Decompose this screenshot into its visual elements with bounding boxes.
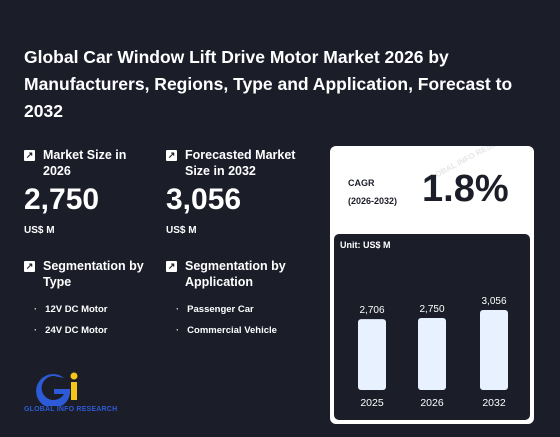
bar-chart: 2,706 2025 2,750 2026 3,056 2032 [358, 296, 508, 409]
value-label: 2,706 [359, 305, 384, 316]
list-item: · 24V DC Motor [34, 325, 108, 336]
segmentation-type-block: ↗ Segmentation by Type · 12V DC Motor · 24… [24, 258, 154, 346]
bar-2025 [358, 319, 386, 390]
x-tick-label: 2026 [420, 397, 444, 409]
forecast-unit: US$ M [166, 225, 197, 236]
market-size-label: Market Size in 2026 [43, 148, 127, 178]
cagr-card: GLOBAL INFO RESEARCH CAGR (2026-2032) 1.… [330, 146, 534, 424]
list-item: · Passenger Car [176, 304, 254, 315]
application-list: · Passenger Car · Commercial Vehicle [166, 304, 316, 337]
trend-arrow-icon: ↗ [24, 150, 35, 161]
logo-mark-icon [36, 372, 78, 409]
value-label: 2,750 [419, 304, 444, 315]
list-item: · Commercial Vehicle [176, 325, 277, 336]
bar-2026 [418, 318, 446, 390]
trend-arrow-icon: ↗ [166, 150, 177, 161]
market-size-value: 2,750 [24, 183, 100, 216]
forecast-label: Forecasted Market Size in 2032 [185, 148, 296, 178]
report-title: Global Car Window Lift Drive Motor Marke… [24, 47, 513, 121]
value-label: 3,056 [481, 296, 506, 307]
trend-arrow-icon: ↗ [166, 261, 177, 272]
x-tick-label: 2032 [482, 397, 506, 409]
segmentation-application-block: ↗ Segmentation by Application · Passenger… [166, 258, 316, 346]
logo: GLOBAL INFO RESEARCH [24, 370, 144, 420]
market-size-block: ↗ Market Size in 2026 2,750 US$ M [24, 147, 154, 236]
forecast-value: 3,056 [166, 183, 242, 216]
logo-text: GLOBAL INFO RESEARCH [24, 406, 118, 413]
bar-chart-panel: Unit: US$ M 2,706 2025 2,750 2026 3,056 2032 [334, 234, 530, 420]
trend-arrow-icon: ↗ [24, 261, 35, 272]
x-tick-label: 2025 [360, 397, 384, 409]
segmentation-application-label: Segmentation by Application [185, 259, 286, 289]
market-size-unit: US$ M [24, 225, 55, 236]
bar-2032 [480, 310, 508, 390]
cagr-label: CAGR (2026-2032) [348, 178, 398, 206]
chart-unit-label: Unit: US$ M [340, 240, 391, 250]
type-list: · 12V DC Motor · 24V DC Motor [24, 304, 154, 337]
segmentation-type-label: Segmentation by Type [43, 259, 144, 289]
cagr-value: 1.8% [422, 168, 509, 210]
forecast-block: ↗ Forecasted Market Size in 2032 3,056 U… [166, 147, 316, 236]
list-item: · 12V DC Motor [34, 304, 108, 315]
